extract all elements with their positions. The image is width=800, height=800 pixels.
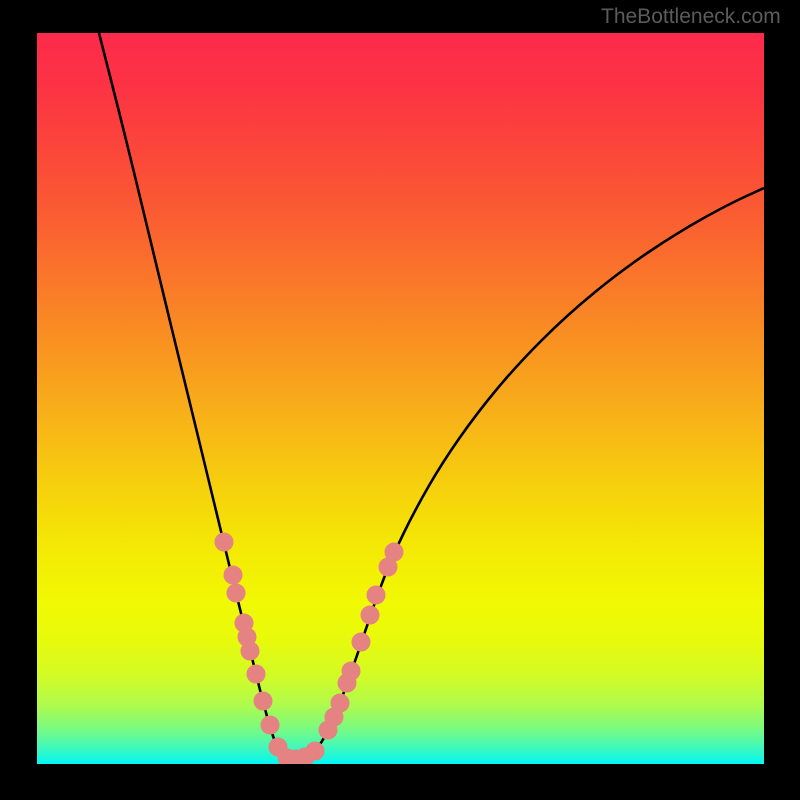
marker-right (361, 606, 379, 624)
marker-left (227, 584, 245, 602)
marker-right (367, 586, 385, 604)
marker-left (224, 566, 242, 584)
marker-left (215, 533, 233, 551)
marker-left (247, 665, 265, 683)
marker-left (241, 642, 259, 660)
chart-svg (0, 0, 800, 800)
plot-background (37, 33, 764, 764)
marker-left (254, 692, 272, 710)
marker-bottom (306, 742, 324, 760)
marker-right (352, 633, 370, 651)
marker-right (385, 543, 403, 561)
watermark-text: TheBottleneck.com (601, 5, 781, 29)
marker-right (331, 694, 349, 712)
marker-left (261, 716, 279, 734)
marker-right (342, 662, 360, 680)
canvas: TheBottleneck.com (0, 0, 800, 800)
